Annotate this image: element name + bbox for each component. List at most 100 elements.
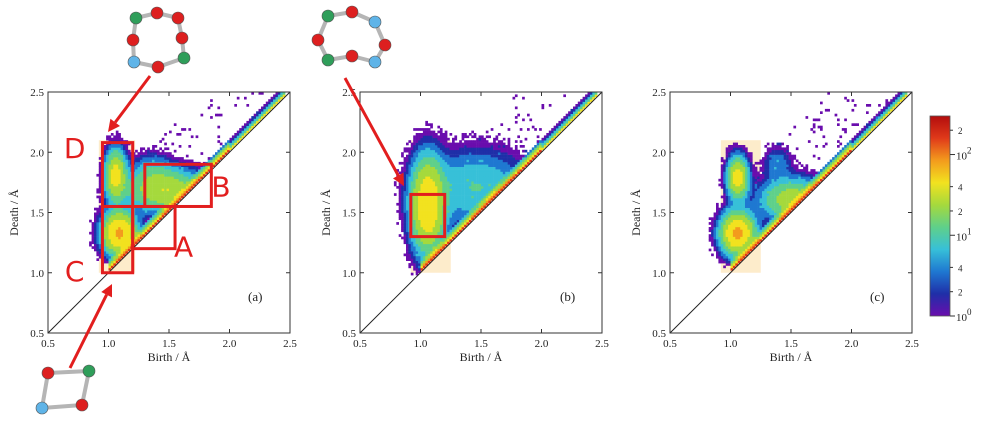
heatmap-cell — [444, 145, 448, 148]
heatmap-cell — [752, 241, 755, 245]
heatmap-cell — [215, 154, 218, 158]
heatmap-cell — [718, 219, 722, 223]
heatmap-cell — [156, 173, 160, 177]
heatmap-cell — [127, 171, 131, 175]
heatmap-cell — [103, 173, 107, 177]
heatmap-cell — [747, 224, 751, 228]
heatmap-cell — [783, 205, 787, 208]
heatmap-cell — [219, 157, 223, 160]
heatmap-cell — [742, 234, 746, 237]
heatmap-cell — [587, 96, 591, 100]
heatmap-cell — [481, 154, 484, 158]
heatmap-cell — [435, 176, 438, 179]
heatmap-cell — [413, 227, 416, 230]
heatmap-cell — [718, 207, 722, 211]
heatmap-cell — [420, 178, 424, 182]
heatmap-cell — [430, 198, 433, 201]
heatmap-cell — [718, 236, 722, 240]
heatmap-cell — [127, 193, 131, 196]
heatmap-cell — [735, 205, 738, 208]
heatmap-cell — [728, 241, 731, 245]
heatmap-cell — [732, 251, 736, 254]
heatmap-cell — [149, 202, 153, 206]
heatmap-cell — [754, 188, 758, 192]
heatmap-cell — [766, 154, 770, 158]
heatmap-cell — [745, 253, 748, 257]
heatmap-cell — [268, 106, 271, 110]
heatmap-cell — [728, 246, 731, 249]
heatmap-cell — [752, 171, 755, 175]
heatmap-cell — [456, 193, 460, 196]
heatmap-cell — [164, 207, 167, 211]
heatmap-cell — [415, 251, 419, 254]
heatmap-cell — [435, 147, 438, 151]
heatmap-cell — [149, 198, 153, 201]
heatmap-cell — [781, 198, 784, 201]
heatmap-cell — [476, 210, 479, 213]
heatmap-cell — [166, 188, 170, 192]
heatmap-cell — [485, 149, 489, 153]
heatmap-cell — [473, 205, 477, 208]
heatmap-cell — [413, 186, 416, 189]
heatmap-cell — [159, 198, 162, 201]
heatmap-cell — [461, 214, 465, 218]
heatmap-cell — [422, 145, 426, 148]
heatmap-cell — [514, 147, 518, 151]
heatmap-cell — [466, 176, 470, 179]
heatmap-cell — [732, 178, 736, 182]
heatmap-cell — [783, 171, 787, 175]
heatmap-cell — [478, 173, 482, 177]
heatmap-cell — [188, 176, 192, 179]
heatmap-cell — [403, 236, 407, 240]
heatmap-cell — [159, 183, 162, 187]
heatmap-cell — [447, 147, 450, 151]
heatmap-cell — [776, 188, 780, 192]
heatmap-cell — [413, 164, 416, 167]
heatmap-cell — [776, 176, 780, 179]
heatmap-cell — [737, 152, 741, 155]
heatmap-cell — [413, 128, 416, 131]
heatmap-cell — [413, 188, 416, 192]
heatmap-cell — [273, 104, 276, 107]
heatmap-cell — [476, 140, 479, 143]
heatmap-cell — [563, 118, 566, 122]
heatmap-cell — [495, 193, 499, 196]
heatmap-cell — [778, 145, 782, 148]
heatmap-cell — [565, 123, 569, 126]
heatmap-cell — [735, 214, 738, 218]
heatmap-cell — [437, 157, 441, 160]
heatmap-cell — [241, 128, 245, 131]
heatmap-cell — [108, 147, 112, 151]
heatmap-cell — [413, 154, 416, 158]
heatmap-cell — [732, 198, 736, 201]
heatmap-cell — [123, 239, 126, 242]
heatmap-cell — [415, 207, 419, 211]
heatmap-cell — [781, 176, 784, 179]
heatmap-cell — [456, 142, 460, 146]
heatmap-cell — [173, 123, 177, 126]
heatmap-cell — [118, 147, 121, 151]
heatmap-cell — [123, 186, 126, 189]
heatmap-cell — [154, 198, 158, 201]
heatmap-cell — [466, 198, 470, 201]
heatmap-cell — [735, 258, 738, 261]
heatmap-cells — [708, 92, 908, 271]
heatmap-cell — [454, 145, 458, 148]
heatmap-cell — [471, 205, 474, 208]
heatmap-cell — [490, 178, 494, 182]
heatmap-cell — [217, 113, 221, 117]
heatmap-cell — [137, 219, 141, 223]
heatmap-cell — [110, 198, 114, 201]
heatmap-cell — [740, 251, 743, 254]
heatmap-cell — [425, 227, 428, 230]
heatmap-cell — [159, 147, 162, 151]
heatmap-cell — [708, 234, 712, 237]
heatmap-cell — [110, 149, 114, 153]
heatmap-cell — [422, 243, 426, 247]
heatmap-cell — [749, 198, 753, 201]
heatmap-cell — [135, 217, 138, 220]
heatmap-cell — [754, 212, 758, 216]
heatmap-cell — [754, 217, 758, 220]
heatmap-cell — [401, 219, 404, 223]
